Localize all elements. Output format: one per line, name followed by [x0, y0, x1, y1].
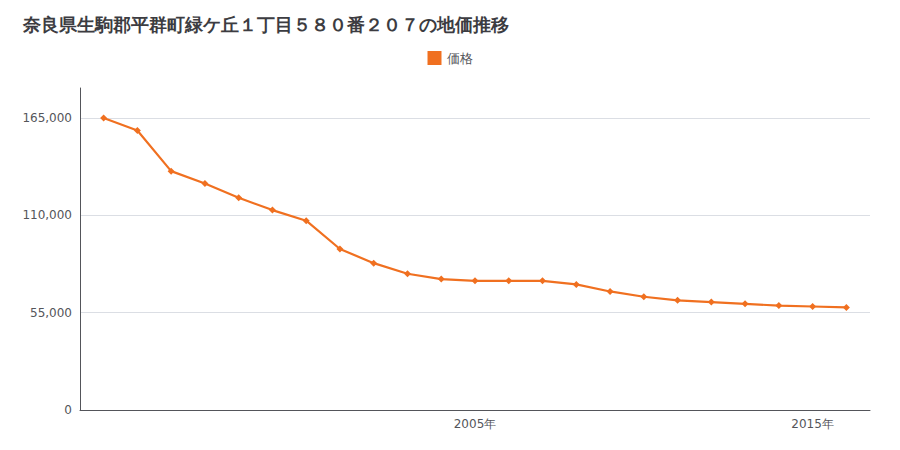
svg-text:2005年: 2005年 — [454, 417, 497, 431]
svg-text:0: 0 — [64, 403, 72, 417]
svg-text:奈良県生駒郡平群町緑ケ丘１丁目５８０番２０７の地価推移: 奈良県生駒郡平群町緑ケ丘１丁目５８０番２０７の地価推移 — [22, 14, 509, 35]
svg-text:55,000: 55,000 — [30, 306, 72, 320]
svg-text:110,000: 110,000 — [22, 208, 72, 222]
svg-text:価格: 価格 — [447, 51, 473, 66]
svg-text:2015年: 2015年 — [791, 417, 834, 431]
svg-text:165,000: 165,000 — [22, 111, 72, 125]
